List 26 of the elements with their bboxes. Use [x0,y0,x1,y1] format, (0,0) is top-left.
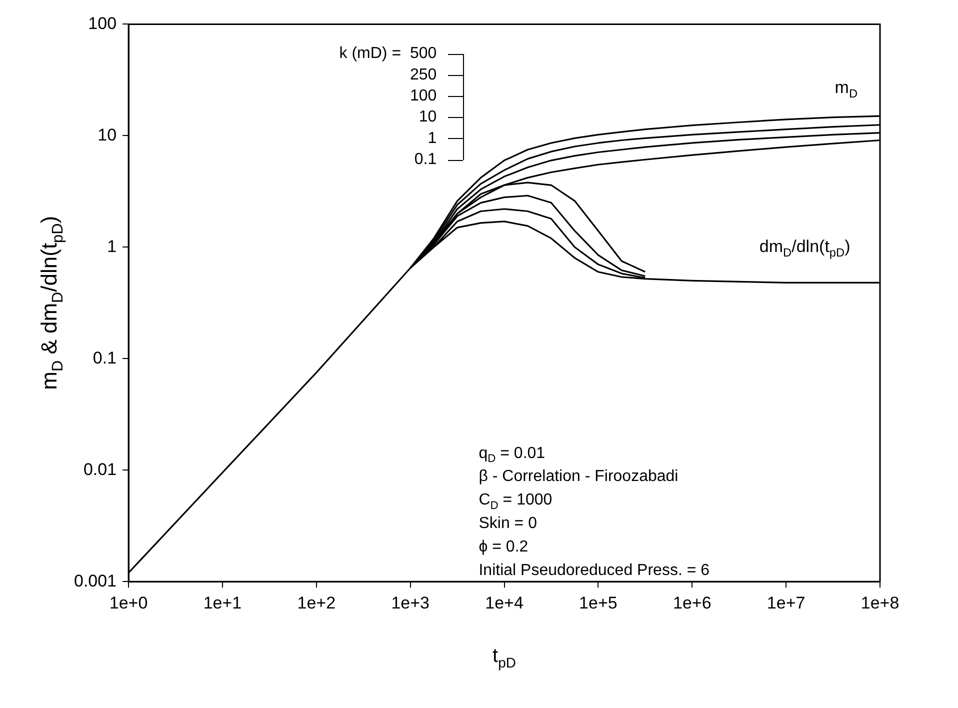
annotation: 10 [418,108,437,126]
y-tick-label: 1 [107,236,117,256]
x-tick-label: 1e+4 [485,593,524,612]
x-tick-label: 1e+5 [579,593,618,612]
y-tick-label: 0.001 [74,571,117,590]
annotation: β - Correlation - Firoozabadi [478,468,678,486]
annotation: 0.1 [414,151,437,168]
x-tick-label: 1e+1 [203,593,242,612]
y-tick-label: 100 [88,14,117,33]
annotation: 250 [410,66,437,84]
y-tick-label: 0.1 [92,348,117,368]
y-tick-label: 0.01 [83,460,117,479]
annotation: Skin = 0 [478,515,538,532]
x-tick-label: 1e+6 [672,593,712,612]
annotation: 100 [410,88,437,105]
x-tick-label: 1e+2 [297,593,336,612]
annotation: Initial Pseudoreduced Press. = 6 [478,562,710,579]
x-tick-label: 1e+8 [860,593,900,612]
y-tick-label: 10 [98,125,117,144]
x-tick-label: 1e+7 [766,593,806,612]
x-tick-label: 1e+0 [109,593,148,612]
annotation: ϕ = 0.2 [478,538,528,556]
y-axis-title: mD & dmD/dln(tpD) [36,216,66,390]
annotation: k (mD) = 500 [339,45,437,62]
annotation: 1 [428,130,437,147]
x-tick-label: 1e+3 [391,593,430,612]
